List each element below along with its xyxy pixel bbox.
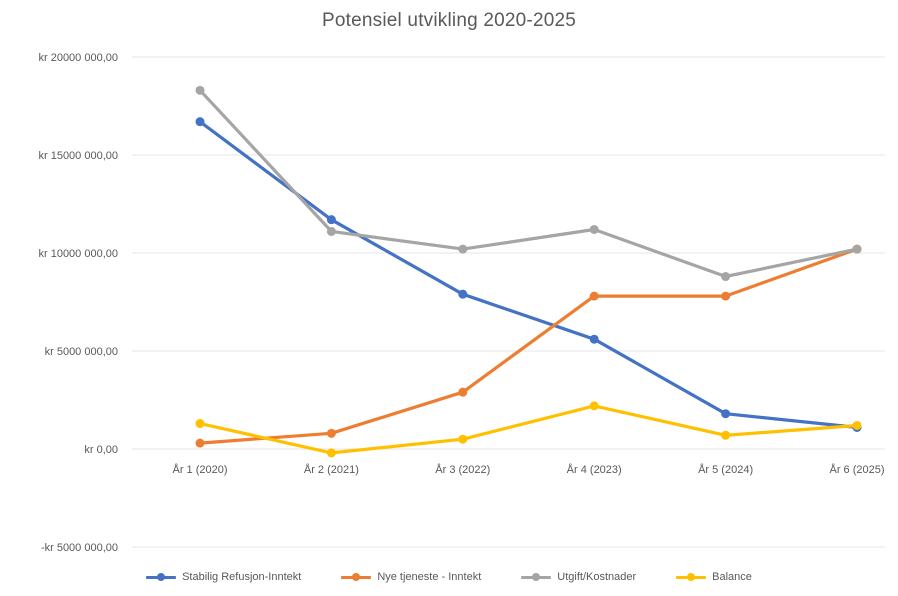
series-2 — [195, 244, 862, 448]
data-point — [195, 419, 205, 429]
x-axis-ticks: År 1 (2020) År 2 (2021) År 3 (2022) År 4 (2… — [172, 463, 884, 476]
series-line — [198, 88, 859, 279]
data-point — [326, 226, 336, 236]
x-tick-label: År 1 (2020) — [172, 463, 227, 476]
x-tick-label: År 5 (2024) — [698, 463, 753, 476]
data-point — [458, 387, 468, 397]
x-tick-label: År 3 (2022) — [435, 463, 490, 476]
y-tick-label: kr 15000 000,00 — [38, 150, 118, 162]
legend-item: Nye tjeneste - Inntekt — [341, 571, 481, 583]
legend: Stabilig Refusjon-Inntekt Nye tjeneste - … — [0, 571, 898, 583]
data-point — [458, 289, 468, 299]
data-point — [195, 438, 205, 448]
data-point — [721, 291, 731, 301]
legend-swatch — [341, 572, 372, 582]
data-point — [852, 420, 862, 430]
legend-item: Balance — [676, 571, 752, 583]
legend-label: Stabilig Refusjon-Inntekt — [182, 571, 302, 583]
x-tick-label: År 2 (2021) — [304, 463, 359, 476]
x-tick-label: År 4 (2023) — [567, 463, 622, 476]
series-line — [198, 404, 859, 455]
data-point — [458, 244, 468, 254]
data-point — [195, 117, 205, 127]
data-point — [326, 448, 336, 458]
chart-title: Potensiel utvikling 2020-2025 — [321, 10, 577, 31]
data-point — [326, 428, 336, 438]
legend-label: Balance — [712, 571, 752, 583]
series-1 — [195, 117, 862, 432]
y-tick-label: -kr 5000 000,00 — [41, 542, 118, 554]
data-point — [589, 334, 599, 344]
data-point — [195, 85, 205, 95]
y-tick-label: kr 20000 000,00 — [38, 52, 118, 64]
legend-label: Nye tjeneste - Inntekt — [377, 571, 482, 583]
y-tick-label: kr 0,00 — [84, 444, 118, 456]
series-lines — [195, 85, 862, 458]
data-point — [589, 401, 599, 411]
series-3 — [195, 85, 862, 282]
data-point — [852, 244, 862, 254]
data-point — [589, 224, 599, 234]
legend-label: Utgift/Kostnader — [557, 571, 637, 583]
series-line — [198, 247, 859, 445]
y-tick-label: kr 5000 000,00 — [45, 346, 118, 358]
legend-swatch — [146, 572, 177, 582]
series-line — [198, 120, 859, 429]
y-tick-label: kr 10000 000,00 — [38, 248, 118, 260]
y-axis-ticks: kr 20000 000,00 kr 15000 000,00 kr 10000 0… — [38, 52, 118, 554]
x-tick-label: År 6 (2025) — [829, 463, 884, 476]
gridlines — [132, 56, 885, 548]
legend-item: Utgift/Kostnader — [521, 571, 636, 583]
legend-swatch — [676, 572, 707, 582]
data-point — [458, 434, 468, 444]
data-point — [721, 272, 731, 282]
data-point — [326, 215, 336, 225]
data-point — [589, 291, 599, 301]
series-4 — [195, 401, 862, 458]
legend-swatch — [521, 572, 552, 582]
data-point — [721, 430, 731, 440]
legend-item: Stabilig Refusjon-Inntekt — [146, 571, 301, 583]
data-point — [721, 409, 731, 419]
